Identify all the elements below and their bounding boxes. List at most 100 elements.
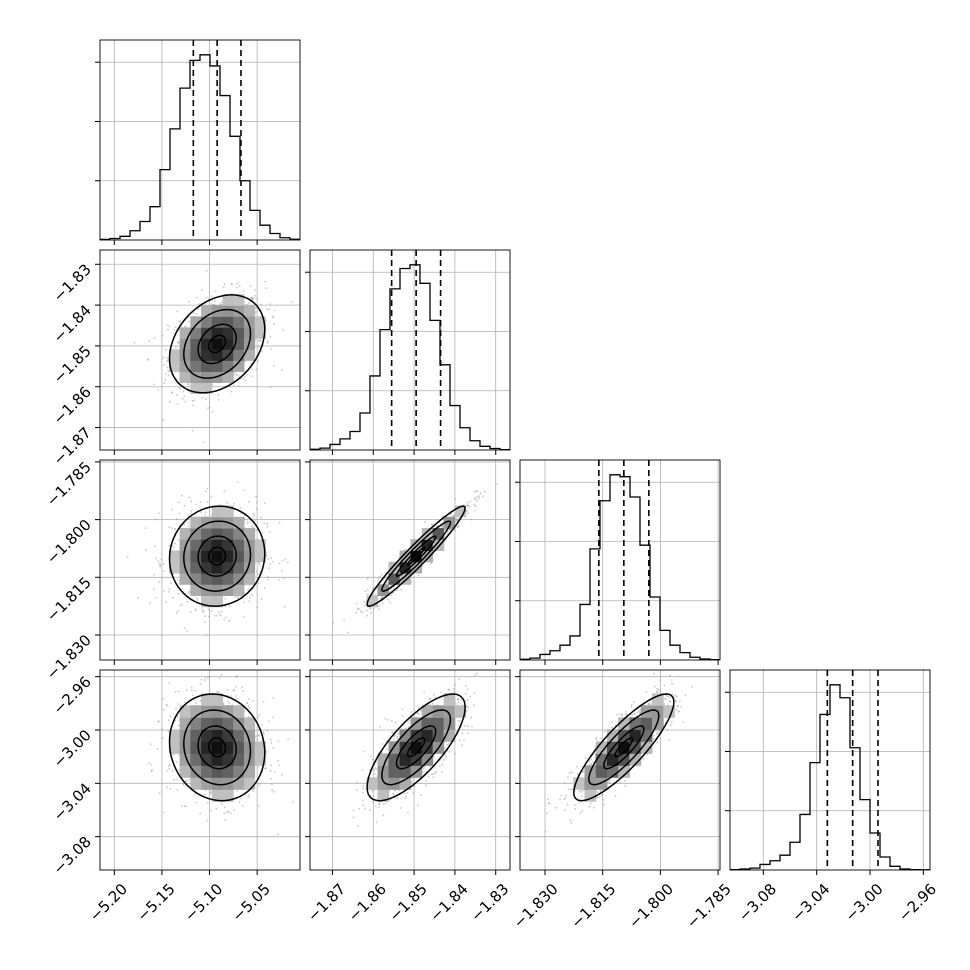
scatter-point	[248, 600, 251, 603]
scatter-point	[474, 497, 476, 499]
xtick-label-0-3: −5.05	[229, 880, 274, 925]
scatter-point	[220, 802, 223, 805]
scatter-point	[357, 607, 359, 610]
scatter-point	[188, 300, 191, 303]
scatter-point	[227, 810, 230, 813]
contour-1-0-1	[183, 308, 252, 379]
scatter-point	[346, 631, 349, 634]
scatter-point	[252, 700, 255, 702]
scatter-point	[262, 731, 265, 734]
scatter-point	[215, 807, 218, 810]
scatter-point	[223, 812, 226, 815]
scatter-point	[280, 570, 283, 572]
scatter-point	[168, 768, 171, 771]
density-cell	[233, 741, 245, 754]
density-cell	[179, 765, 191, 778]
scatter-point	[203, 621, 206, 623]
scatter-point	[171, 508, 173, 511]
frame-2-0	[99, 459, 301, 661]
scatter-point	[474, 674, 477, 677]
scatter-point	[176, 394, 178, 396]
scatter-point	[440, 525, 443, 528]
scatter-point	[271, 789, 274, 792]
scatter-point	[454, 529, 457, 532]
scatter-point	[355, 602, 358, 605]
scatter-point	[208, 791, 211, 793]
scatter-point	[173, 328, 176, 331]
scatter-point	[270, 777, 272, 780]
scatter-point	[200, 678, 203, 681]
scatter-point	[224, 806, 226, 808]
scatter-point	[174, 326, 177, 328]
density-cell	[222, 316, 234, 328]
density-cell	[179, 528, 191, 540]
frame-0-0	[99, 39, 301, 241]
density-cell	[410, 729, 423, 742]
scatter-point	[170, 582, 173, 585]
density-cell	[443, 705, 456, 718]
scatter-point	[265, 767, 267, 770]
scatter-point	[281, 369, 283, 372]
frame-2-1	[309, 459, 511, 661]
density-cell	[377, 753, 390, 766]
density-cell	[399, 729, 412, 742]
contour-1-0-2	[197, 323, 237, 365]
scatter-point	[465, 709, 468, 712]
scatter-point	[234, 685, 237, 688]
panel-3-1-area	[310, 670, 510, 870]
scatter-point	[175, 761, 178, 763]
ytick-label-2-3: −1.785	[43, 458, 95, 510]
scatter-point	[227, 700, 229, 702]
scatter-point	[466, 510, 468, 512]
density-cell	[399, 741, 412, 754]
density-cell	[421, 741, 434, 754]
scatter-point	[362, 787, 365, 790]
scatter-point	[202, 441, 205, 443]
scatter-point	[272, 316, 275, 319]
scatter-point	[168, 588, 171, 590]
scatter-point	[219, 614, 222, 617]
scatter-point	[181, 397, 184, 400]
xtick-label-1-4: −1.83	[467, 880, 512, 925]
scatter-point	[332, 621, 335, 624]
scatter-point	[380, 573, 383, 576]
scatter-point	[417, 804, 419, 807]
scatter-point	[478, 497, 481, 500]
scatter-point	[453, 688, 455, 690]
scatter-point	[184, 805, 186, 808]
scatter-point	[375, 805, 377, 808]
density-cell	[233, 584, 245, 597]
scatter-point	[189, 610, 192, 613]
scatter-point	[429, 765, 432, 768]
scatter-point	[188, 496, 191, 499]
density-cell	[233, 729, 245, 742]
scatter-point	[240, 797, 243, 800]
scatter-point	[253, 514, 256, 517]
scatter-point	[466, 725, 469, 728]
scatter-point	[247, 795, 250, 798]
scatter-point	[158, 792, 161, 795]
scatter-point	[261, 532, 264, 535]
scatter-point	[211, 411, 214, 413]
scatter-point	[233, 373, 236, 376]
scatter-point	[475, 672, 478, 675]
scatter-point	[282, 577, 285, 580]
scatter-point	[157, 388, 160, 391]
scatter-point	[379, 575, 382, 578]
panel-2-0	[95, 459, 301, 665]
density-cell	[233, 338, 245, 350]
scatter-point	[479, 492, 482, 495]
density-cell	[211, 705, 223, 718]
density-cell	[377, 765, 390, 778]
density-cell	[190, 327, 202, 339]
scatter-point	[457, 701, 460, 703]
scatter-point	[163, 570, 166, 573]
scatter-point	[158, 512, 160, 515]
scatter-point	[427, 776, 430, 778]
density-cell	[201, 382, 213, 394]
contour-2-1-0	[366, 505, 466, 607]
scatter-point	[429, 703, 431, 706]
density-cell	[410, 561, 423, 574]
scatter-point	[198, 303, 201, 306]
scatter-point	[157, 720, 160, 722]
